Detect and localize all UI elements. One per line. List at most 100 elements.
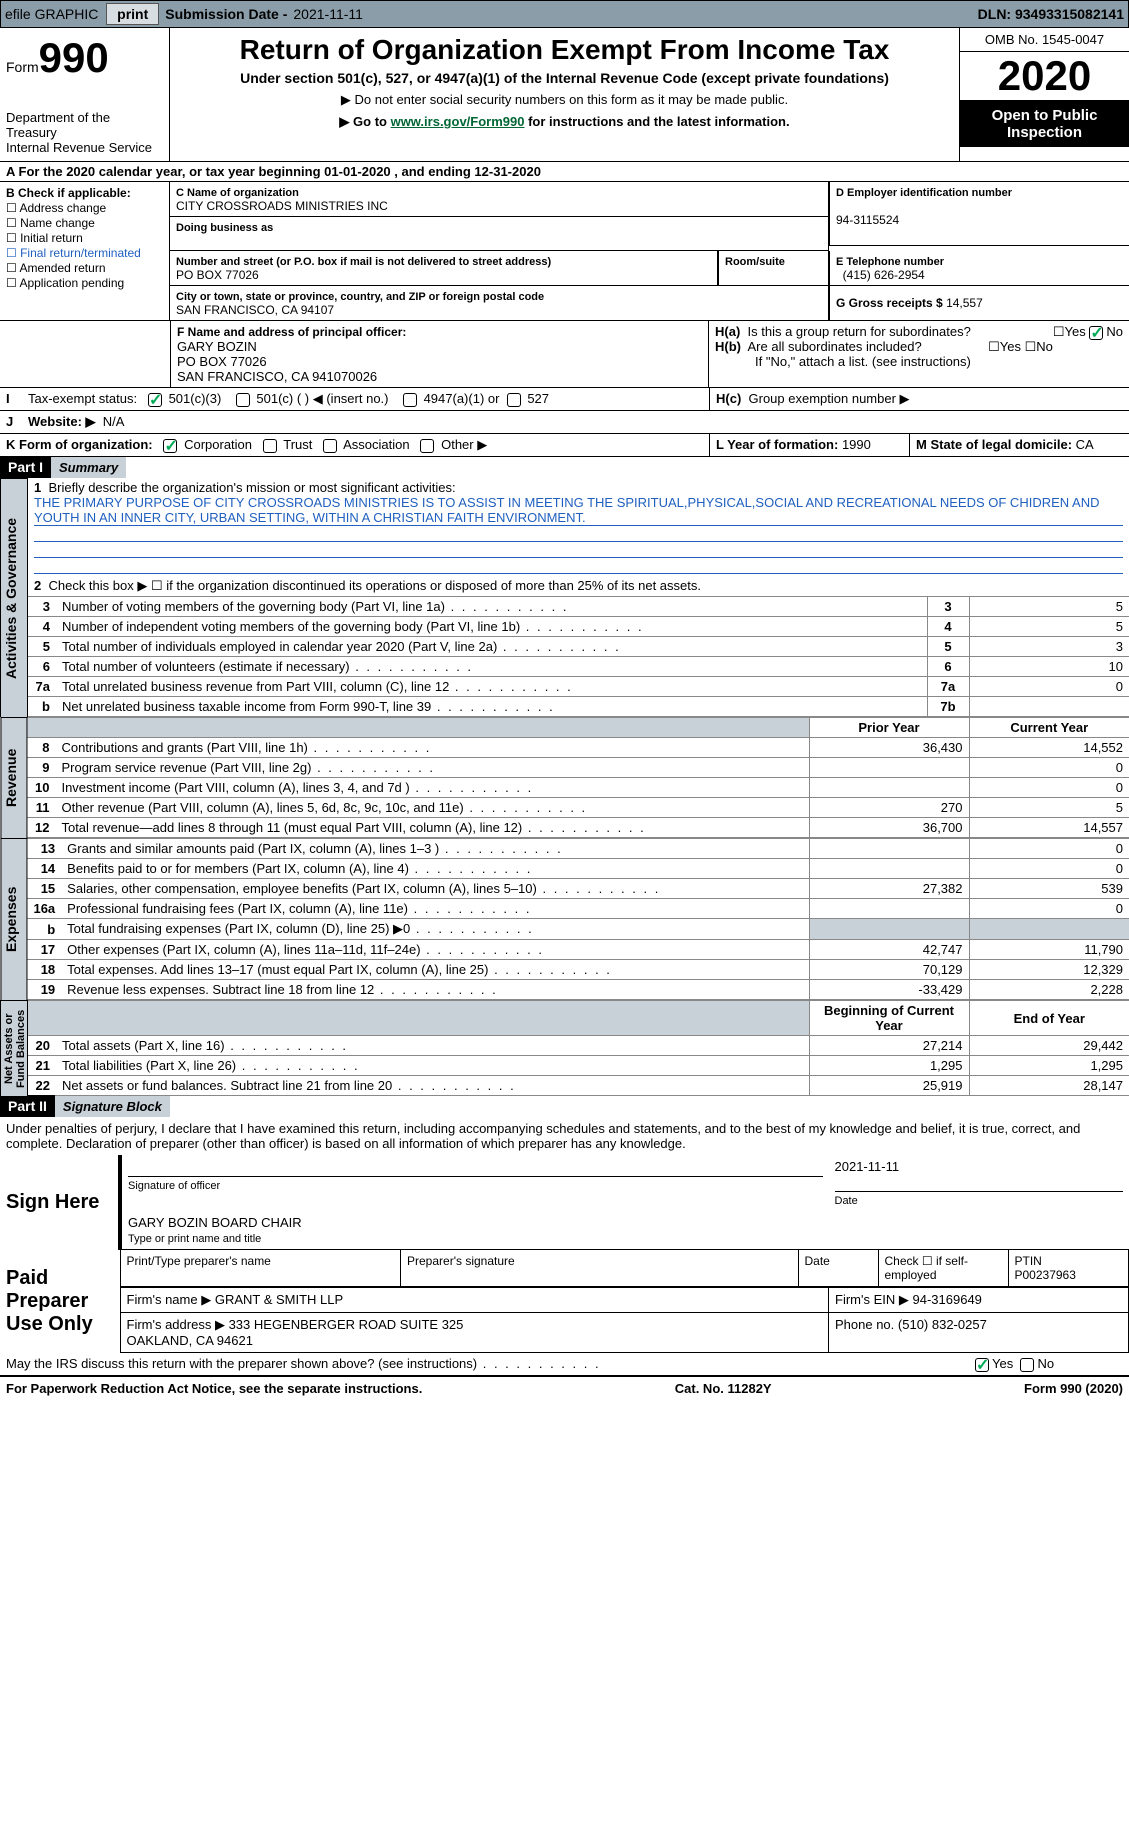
firm-phone-label: Phone no.	[835, 1317, 894, 1332]
chk-name-change[interactable]: ☐ Name change	[6, 216, 163, 230]
sig-officer-label: Signature of officer	[128, 1180, 220, 1192]
row-f-h: F Name and address of principal officer:…	[0, 321, 1129, 388]
efile-label: efile GRAPHIC	[5, 6, 98, 22]
paid-preparer-label: Paid Preparer Use Only	[0, 1250, 120, 1353]
row-a-taxyear: A For the 2020 calendar year, or tax yea…	[0, 162, 1129, 182]
hc-text: Group exemption number ▶	[749, 391, 910, 406]
row-j-label: Website: ▶	[28, 414, 96, 429]
sidebar-governance: Activities & Governance	[0, 478, 28, 717]
ha-no-check[interactable]	[1089, 326, 1103, 340]
form-ref: Form 990 (2020)	[1024, 1381, 1123, 1396]
line2-text: Check this box ▶ ☐ if the organization d…	[48, 578, 701, 593]
row-k-label: K Form of organization:	[6, 437, 153, 452]
revenue-table: Prior YearCurrent Year 8Contributions an…	[27, 717, 1129, 838]
note-ssn: ▶ Do not enter social security numbers o…	[176, 92, 953, 108]
room-label: Room/suite	[725, 256, 785, 268]
form-subtitle: Under section 501(c), 527, or 4947(a)(1)…	[176, 70, 953, 86]
firm-name: GRANT & SMITH LLP	[215, 1292, 343, 1307]
firm-ein-label: Firm's EIN ▶	[835, 1292, 909, 1307]
declaration-text: Under penalties of perjury, I declare th…	[0, 1117, 1129, 1155]
topbar: efile GRAPHIC print Submission Date - 20…	[0, 0, 1129, 28]
prep-date-label: Date	[805, 1254, 830, 1268]
h-note: If "No," attach a list. (see instruction…	[715, 354, 1123, 369]
row-i-label: Tax-exempt status:	[28, 391, 137, 406]
col-b-title: B Check if applicable:	[6, 186, 131, 200]
hdr-beginning: Beginning of Current Year	[809, 1001, 969, 1036]
subdate-label: Submission Date -	[165, 6, 287, 22]
chk-527[interactable]	[507, 393, 521, 407]
website-value: N/A	[103, 414, 125, 429]
print-button[interactable]: print	[106, 3, 159, 25]
col-b-checkboxes: B Check if applicable: ☐ Address change …	[0, 182, 170, 320]
box-e-label: E Telephone number	[836, 256, 944, 268]
expenses-table: 13Grants and similar amounts paid (Part …	[27, 838, 1129, 1000]
addr-label: Number and street (or P.O. box if mail i…	[176, 256, 551, 268]
ha-text: Is this a group return for subordinates?	[748, 324, 971, 339]
irs-link[interactable]: www.irs.gov/Form990	[391, 114, 525, 129]
governance-table: 3Number of voting members of the governi…	[28, 596, 1129, 717]
discuss-yes[interactable]	[975, 1358, 989, 1372]
form-number: 990	[39, 34, 109, 81]
chk-initial-return[interactable]: ☐ Initial return	[6, 231, 163, 245]
box-d-label: D Employer identification number	[836, 187, 1012, 199]
chk-501c[interactable]	[236, 393, 250, 407]
part-i-header: Part ISummary	[0, 457, 1129, 478]
pra-notice: For Paperwork Reduction Act Notice, see …	[6, 1381, 422, 1396]
line1-label: Briefly describe the organization's miss…	[48, 480, 455, 495]
box-f-label: F Name and address of principal officer:	[177, 325, 406, 339]
state-domicile: CA	[1076, 437, 1094, 452]
org-address: PO BOX 77026	[176, 268, 259, 282]
discuss-text: May the IRS discuss this return with the…	[6, 1356, 477, 1371]
ptin-label: PTIN	[1015, 1254, 1042, 1268]
hb-text: Are all subordinates included?	[748, 339, 922, 354]
prep-name-label: Print/Type preparer's name	[127, 1254, 271, 1268]
officer-addr1: PO BOX 77026	[177, 354, 267, 369]
sig-date: 2021-11-11	[835, 1159, 1123, 1174]
dept-treasury: Department of the Treasury Internal Reve…	[6, 110, 163, 155]
officer-name: GARY BOZIN	[177, 339, 257, 354]
chk-final-return[interactable]: ☐ Final return/terminated	[6, 246, 163, 260]
discuss-row: May the IRS discuss this return with the…	[0, 1353, 1129, 1376]
hdr-current-year: Current Year	[969, 718, 1129, 738]
row-a-text: For the 2020 calendar year, or tax year …	[19, 164, 541, 179]
open-to-public: Open to Public Inspection	[960, 101, 1129, 147]
city-label: City or town, state or province, country…	[176, 291, 544, 303]
cat-no: Cat. No. 11282Y	[675, 1381, 772, 1396]
ptin-value: P00237963	[1015, 1268, 1076, 1282]
note-goto-post: for instructions and the latest informat…	[524, 114, 789, 129]
submission-date: 2021-11-11	[293, 6, 363, 22]
row-m-label: M State of legal domicile:	[916, 437, 1072, 452]
omb-number: OMB No. 1545-0047	[960, 28, 1129, 52]
officer-addr2: SAN FRANCISCO, CA 941070026	[177, 369, 377, 384]
hdr-end: End of Year	[969, 1001, 1129, 1036]
discuss-no[interactable]	[1020, 1358, 1034, 1372]
chk-address-change[interactable]: ☐ Address change	[6, 201, 163, 215]
officer-printed-name: GARY BOZIN BOARD CHAIR	[128, 1215, 1123, 1230]
org-city: SAN FRANCISCO, CA 94107	[176, 303, 334, 317]
footer: For Paperwork Reduction Act Notice, see …	[0, 1376, 1129, 1400]
org-name: CITY CROSSROADS MINISTRIES INC	[176, 199, 388, 213]
tax-year: 2020	[960, 52, 1129, 101]
ein-value: 94-3115524	[836, 213, 899, 227]
date-label: Date	[835, 1195, 858, 1207]
note-goto-pre: ▶ Go to	[339, 114, 390, 129]
chk-trust[interactable]	[263, 439, 277, 453]
netassets-table: Beginning of Current YearEnd of Year 20T…	[28, 1000, 1129, 1096]
chk-amended[interactable]: ☐ Amended return	[6, 261, 163, 275]
chk-4947[interactable]	[403, 393, 417, 407]
sidebar-revenue: Revenue	[0, 717, 27, 838]
form-prefix: Form	[6, 59, 39, 75]
year-formation: 1990	[842, 437, 871, 452]
section-b-to-g: B Check if applicable: ☐ Address change …	[0, 182, 1129, 321]
box-g-label: G Gross receipts $	[836, 296, 943, 310]
chk-other[interactable]	[420, 439, 434, 453]
prep-sig-label: Preparer's signature	[407, 1254, 515, 1268]
chk-501c3[interactable]	[148, 393, 162, 407]
mission-text: THE PRIMARY PURPOSE OF CITY CROSSROADS M…	[34, 495, 1123, 526]
chk-assoc[interactable]	[323, 439, 337, 453]
sign-here-label: Sign Here	[0, 1155, 120, 1250]
chk-app-pending[interactable]: ☐ Application pending	[6, 276, 163, 290]
row-k-l-m: K Form of organization: Corporation Trus…	[0, 434, 1129, 457]
signature-table: Sign Here Signature of officer 2021-11-1…	[0, 1155, 1129, 1353]
chk-corp[interactable]	[163, 439, 177, 453]
